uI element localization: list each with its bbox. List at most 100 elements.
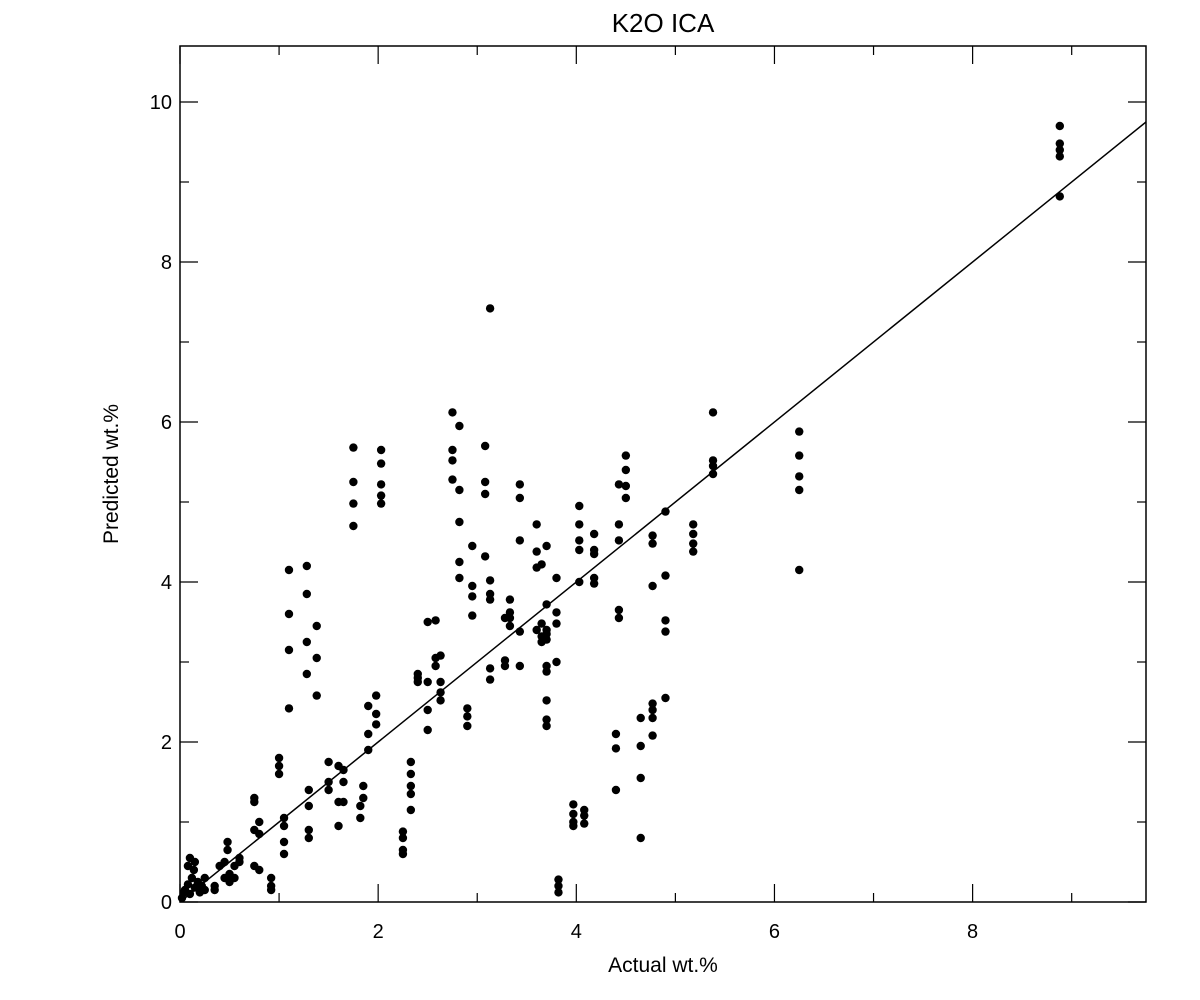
data-point	[636, 773, 645, 783]
data-point	[284, 704, 294, 713]
data-point	[235, 853, 244, 863]
data-point	[349, 521, 358, 531]
data-point	[795, 427, 804, 436]
data-point	[431, 616, 440, 625]
data-point	[621, 481, 631, 491]
data-point	[515, 627, 525, 636]
data-point	[304, 801, 313, 811]
data-point	[485, 595, 495, 604]
data-point	[648, 581, 657, 591]
data-point	[661, 693, 670, 703]
data-point	[324, 777, 333, 787]
data-point	[636, 833, 645, 843]
data-point	[505, 621, 515, 631]
x-tick-label: 2	[373, 921, 384, 943]
data-point	[1055, 152, 1065, 161]
data-point	[302, 669, 312, 679]
y-axis-label: Predicted wt.%	[100, 404, 123, 544]
data-point	[614, 613, 624, 623]
data-point	[689, 539, 698, 548]
data-point	[284, 565, 294, 575]
data-point	[661, 627, 670, 636]
data-point	[463, 704, 472, 713]
data-point	[349, 499, 358, 508]
data-point	[552, 657, 561, 667]
data-point	[542, 667, 551, 676]
data-point	[455, 573, 464, 583]
data-point	[406, 789, 416, 799]
data-point	[480, 552, 490, 561]
data-point	[505, 595, 515, 604]
data-point	[359, 781, 368, 791]
data-point	[515, 536, 525, 545]
data-point	[689, 520, 698, 529]
data-point	[554, 888, 563, 897]
data-point	[552, 573, 561, 583]
data-point	[542, 696, 551, 705]
data-point	[371, 709, 381, 719]
data-point	[575, 520, 584, 529]
data-point	[183, 880, 193, 889]
data-point	[376, 480, 386, 489]
data-point	[312, 653, 321, 663]
data-point	[436, 688, 445, 697]
data-point	[398, 833, 408, 843]
data-point	[376, 459, 386, 468]
data-point	[552, 619, 561, 628]
data-point	[580, 811, 589, 820]
data-point	[302, 589, 312, 599]
y-tick-label: 10	[150, 92, 172, 114]
x-tick-label: 4	[571, 921, 582, 943]
data-point	[537, 560, 546, 569]
data-point	[312, 691, 321, 700]
data-point	[1055, 139, 1065, 148]
data-point	[339, 797, 348, 807]
data-point	[614, 520, 624, 529]
data-point	[1055, 145, 1065, 155]
data-point	[532, 547, 541, 556]
y-tick-label: 4	[161, 572, 172, 594]
plot-frame	[179, 45, 1147, 903]
data-point	[190, 857, 200, 867]
y-tick-label: 8	[161, 252, 172, 274]
data-point	[304, 833, 313, 843]
data-point	[183, 861, 193, 871]
data-point	[279, 821, 289, 831]
data-point	[480, 441, 490, 451]
x-axis-label: Actual wt.%	[608, 954, 718, 977]
data-point	[223, 837, 232, 847]
data-point	[468, 541, 477, 551]
data-point	[284, 645, 294, 655]
data-point	[436, 677, 445, 687]
data-point	[189, 865, 199, 875]
data-point	[200, 885, 209, 895]
data-point	[334, 821, 343, 831]
data-point	[648, 713, 657, 723]
data-point	[364, 729, 373, 739]
data-point	[406, 805, 416, 815]
data-point	[463, 721, 472, 731]
data-point	[648, 699, 657, 708]
data-point	[448, 445, 457, 455]
data-point	[485, 675, 495, 684]
data-point	[455, 557, 464, 567]
data-point	[575, 501, 584, 511]
data-point	[423, 617, 432, 627]
data-point	[423, 725, 432, 735]
data-point	[505, 613, 515, 623]
y-tick-label: 2	[161, 732, 172, 754]
data-point	[284, 609, 294, 619]
data-point	[406, 757, 416, 767]
data-point	[515, 493, 525, 503]
data-point	[468, 592, 477, 601]
data-point	[569, 809, 578, 819]
data-point	[304, 825, 313, 835]
data-point	[589, 549, 599, 559]
data-point	[532, 520, 541, 529]
data-point	[349, 443, 358, 452]
data-point	[255, 817, 264, 827]
data-point	[230, 873, 239, 883]
data-point	[364, 745, 373, 755]
